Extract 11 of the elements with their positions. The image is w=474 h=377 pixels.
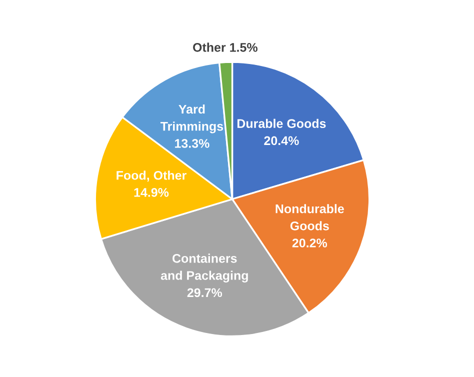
slice-label: Food, Other [116,170,186,182]
data-label: 13.3% [175,139,210,148]
data-label: 20.4% [264,136,299,146]
slice-label: Nondurable Goods [276,204,344,230]
data-label: 20.2% [292,238,328,248]
slice-label: Yard Trimmings [160,104,224,134]
data-label: 14.9% [134,188,169,197]
slice-label: Other 1.5% [193,42,258,52]
slice-label: Durable Goods [237,118,326,128]
data-label: 29.7% [187,288,222,298]
slice-label: Containers and Packaging [160,254,248,282]
